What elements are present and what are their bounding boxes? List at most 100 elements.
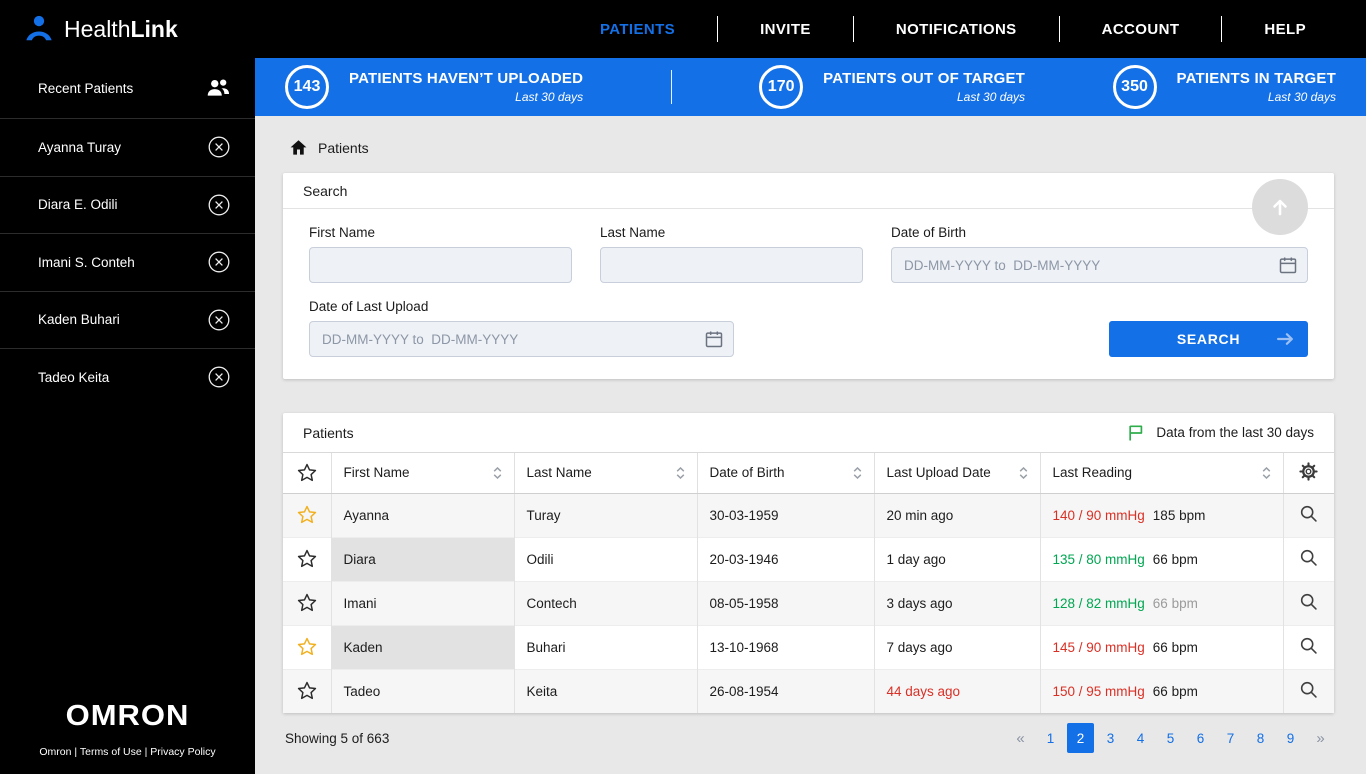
date-of-last-upload-range-input[interactable] bbox=[309, 321, 734, 357]
stat-circle: 170 bbox=[759, 65, 804, 109]
last-name-input[interactable] bbox=[600, 247, 863, 283]
heart-rate-value: 66 bpm bbox=[1152, 595, 1198, 611]
first-name-input[interactable] bbox=[309, 247, 572, 283]
nav-item-patients[interactable]: PATIENTS bbox=[558, 16, 719, 42]
heart-rate-value: 185 bpm bbox=[1152, 507, 1206, 523]
recent-patient-item[interactable]: Tadeo Keita bbox=[0, 348, 255, 406]
favorite-column-header[interactable] bbox=[283, 453, 331, 494]
date-of-last-upload-calendar-button[interactable] bbox=[704, 329, 724, 349]
pagination-page-7[interactable]: 7 bbox=[1217, 723, 1244, 753]
recent-patient-item[interactable]: Ayanna Turay bbox=[0, 118, 255, 176]
pagination-page-1[interactable]: 1 bbox=[1037, 723, 1064, 753]
showing-count: Showing 5 of 663 bbox=[285, 730, 390, 746]
date-of-birth-calendar-button[interactable] bbox=[1278, 255, 1298, 275]
date-of-birth-cell: 13-10-1968 bbox=[696, 624, 874, 669]
circle-x-icon bbox=[208, 309, 230, 331]
circle-x-icon bbox=[208, 366, 230, 388]
magnifier-icon bbox=[1301, 637, 1317, 654]
pagination-page-2-active[interactable]: 2 bbox=[1067, 723, 1094, 753]
last-reading-cell: 150 / 95 mmHg 66 bpm bbox=[1039, 668, 1283, 713]
view-patient-button[interactable] bbox=[1298, 635, 1319, 659]
search-button[interactable]: SEARCH bbox=[1109, 321, 1308, 357]
table-settings-header[interactable] bbox=[1282, 453, 1334, 494]
last-name-column-header[interactable]: Last Name bbox=[513, 453, 697, 494]
blood-pressure-value: 140 / 90 mmHg bbox=[1052, 507, 1145, 523]
favorite-star-button[interactable] bbox=[292, 588, 322, 618]
stat-label: PATIENTS OUT OF TARGET bbox=[823, 70, 1026, 87]
patient-row: Imani Contech 08-05-1958 3 days ago 128 … bbox=[283, 580, 1334, 625]
stat-circle: 350 bbox=[1112, 65, 1157, 109]
view-patient-button[interactable] bbox=[1298, 591, 1319, 615]
pagination: « 1 2 3 4 5 6 7 8 9 » bbox=[1007, 723, 1334, 753]
remove-recent-patient-button[interactable] bbox=[207, 193, 231, 217]
view-patient-button[interactable] bbox=[1298, 679, 1319, 703]
last-name-cell: Odili bbox=[513, 536, 697, 581]
search-panel-title: Search bbox=[303, 182, 348, 199]
remove-recent-patient-button[interactable] bbox=[207, 365, 231, 389]
magnifier-icon bbox=[1301, 593, 1317, 610]
pagination-page-4[interactable]: 4 bbox=[1127, 723, 1154, 753]
pagination-page-9[interactable]: 9 bbox=[1277, 723, 1304, 753]
last-upload-cell: 1 day ago bbox=[873, 536, 1040, 581]
footer-links[interactable]: Omron | Terms of Use | Privacy Policy bbox=[39, 746, 216, 758]
nav-item-help[interactable]: HELP bbox=[1264, 20, 1306, 38]
magnifier-icon bbox=[1301, 549, 1317, 566]
last-upload-date-column-header[interactable]: Last Upload Date bbox=[873, 453, 1040, 494]
remove-recent-patient-button[interactable] bbox=[207, 308, 231, 332]
last-upload-cell: 3 days ago bbox=[873, 580, 1040, 625]
pagination-page-3[interactable]: 3 bbox=[1097, 723, 1124, 753]
view-patient-button[interactable] bbox=[1298, 503, 1319, 527]
favorite-star-button[interactable] bbox=[292, 500, 322, 530]
stats-banner: 143 PATIENTS HAVEN’T UPLOADED Last 30 da… bbox=[255, 58, 1366, 116]
pagination-prev[interactable]: « bbox=[1007, 723, 1034, 753]
recent-patients-list: Ayanna Turay Diara E. Odili Imani S. Con… bbox=[0, 118, 255, 406]
stat-sublabel: Last 30 days bbox=[515, 90, 584, 104]
recent-patient-item[interactable]: Kaden Buhari bbox=[0, 290, 255, 349]
date-of-birth-column-header[interactable]: Date of Birth bbox=[696, 453, 874, 494]
last-reading-cell: 140 / 90 mmHg 185 bpm bbox=[1039, 492, 1283, 537]
favorite-star-button[interactable] bbox=[292, 676, 322, 706]
date-of-birth-range-input[interactable] bbox=[891, 247, 1308, 283]
nav-item-account[interactable]: ACCOUNT bbox=[1060, 16, 1223, 42]
patients-panel: Patients Data from the last 30 days bbox=[283, 413, 1334, 713]
collapse-search-button[interactable] bbox=[1252, 179, 1308, 235]
first-name-cell: Imani bbox=[330, 580, 514, 625]
last-name-cell: Contech bbox=[513, 580, 697, 625]
favorite-star-button[interactable] bbox=[292, 544, 322, 574]
remove-recent-patient-button[interactable] bbox=[207, 135, 231, 159]
recent-patient-name: Tadeo Keita bbox=[38, 369, 110, 385]
blood-pressure-value: 150 / 95 mmHg bbox=[1052, 683, 1145, 699]
pagination-page-6[interactable]: 6 bbox=[1187, 723, 1214, 753]
pagination-next[interactable]: » bbox=[1307, 723, 1334, 753]
healthlink-logo[interactable]: HealthLink bbox=[0, 14, 255, 44]
recent-patient-item[interactable]: Diara E. Odili bbox=[0, 175, 255, 234]
date-of-birth-cell: 20-03-1946 bbox=[696, 536, 874, 581]
home-icon[interactable] bbox=[289, 138, 308, 157]
sort-icon bbox=[676, 466, 684, 479]
nav-item-invite[interactable]: INVITE bbox=[718, 16, 854, 42]
pagination-page-8[interactable]: 8 bbox=[1247, 723, 1274, 753]
heart-rate-value: 66 bpm bbox=[1152, 639, 1198, 655]
view-patient-button[interactable] bbox=[1298, 547, 1319, 571]
last-reading-column-header[interactable]: Last Reading bbox=[1039, 453, 1283, 494]
nav-item-notifications[interactable]: NOTIFICATIONS bbox=[854, 16, 1060, 42]
search-button-label: SEARCH bbox=[1176, 331, 1241, 347]
brand-text: HealthLink bbox=[64, 15, 178, 42]
remove-recent-patient-button[interactable] bbox=[207, 250, 231, 274]
favorite-star-button[interactable] bbox=[292, 632, 322, 662]
gear-icon bbox=[1299, 462, 1318, 481]
pagination-page-5[interactable]: 5 bbox=[1157, 723, 1184, 753]
top-bar: HealthLink PATIENTS INVITE NOTIFICATIONS… bbox=[0, 0, 1366, 58]
column-label: Last Name bbox=[526, 465, 592, 481]
recent-patient-name: Kaden Buhari bbox=[38, 312, 120, 328]
patient-row: Ayanna Turay 30-03-1959 20 min ago 140 /… bbox=[283, 492, 1334, 537]
first-name-column-header[interactable]: First Name bbox=[330, 453, 514, 494]
stat-sublabel: Last 30 days bbox=[957, 90, 1026, 104]
patient-row: Kaden Buhari 13-10-1968 7 days ago 145 /… bbox=[283, 624, 1334, 669]
recent-patient-item[interactable]: Imani S. Conteh bbox=[0, 233, 255, 291]
blood-pressure-value: 128 / 82 mmHg bbox=[1052, 595, 1145, 611]
data-range-note: Data from the last 30 days bbox=[1126, 423, 1314, 443]
date-of-birth-cell: 08-05-1958 bbox=[696, 580, 874, 625]
stat-patients-havent-uploaded: 143 PATIENTS HAVEN’T UPLOADED Last 30 da… bbox=[285, 65, 583, 109]
blood-pressure-value: 135 / 80 mmHg bbox=[1052, 551, 1145, 567]
